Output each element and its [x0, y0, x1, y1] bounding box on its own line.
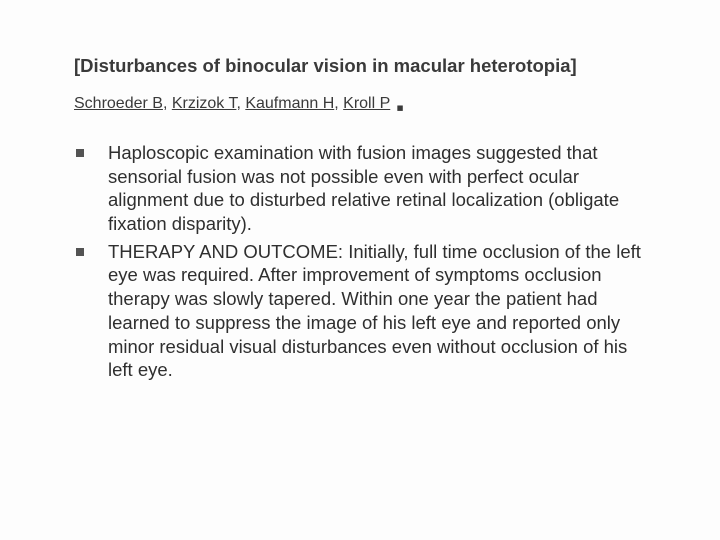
- author-3: Kaufmann H: [245, 95, 334, 112]
- square-bullet-icon: [76, 248, 84, 256]
- author-separator: ,: [163, 95, 172, 112]
- author-2: Krzizok T: [172, 95, 237, 112]
- slide-title: [Disturbances of binocular vision in mac…: [74, 54, 660, 77]
- slide: [Disturbances of binocular vision in mac…: [0, 0, 720, 540]
- list-item: THERAPY AND OUTCOME: Initially, full tim…: [74, 240, 660, 382]
- list-item: Haploscopic examination with fusion imag…: [74, 141, 660, 236]
- bullet-text-1: Haploscopic examination with fusion imag…: [108, 141, 660, 236]
- author-1: Schroeder B: [74, 95, 163, 112]
- slide-body: Haploscopic examination with fusion imag…: [74, 141, 660, 382]
- author-separator: ,: [334, 95, 343, 112]
- authors-line: Schroeder B, Krzizok T, Kaufmann H, Krol…: [74, 95, 660, 113]
- author-4: Kroll P: [343, 95, 390, 112]
- square-bullet-icon: [76, 149, 84, 157]
- author-separator: ,: [236, 95, 245, 112]
- bullet-text-2: THERAPY AND OUTCOME: Initially, full tim…: [108, 240, 660, 382]
